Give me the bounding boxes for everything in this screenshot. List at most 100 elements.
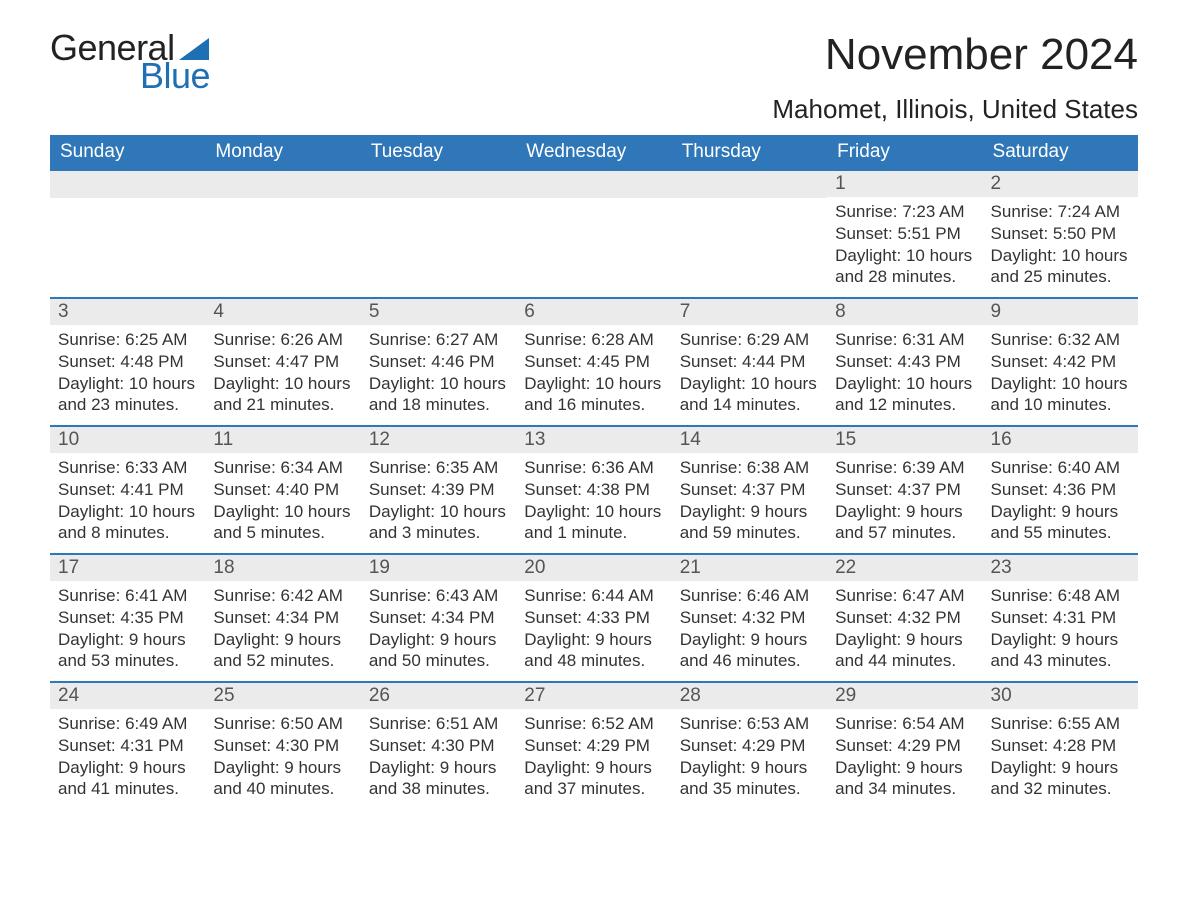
sunrise-line: Sunrise: 6:49 AM [58,713,197,735]
sunrise-line: Sunrise: 6:25 AM [58,329,197,351]
day-cell: 29Sunrise: 6:54 AMSunset: 4:29 PMDayligh… [827,683,982,809]
sunrise-line: Sunrise: 7:24 AM [991,201,1130,223]
sunrise-line: Sunrise: 6:27 AM [369,329,508,351]
sunset-line: Sunset: 4:39 PM [369,479,508,501]
day-body: Sunrise: 7:23 AMSunset: 5:51 PMDaylight:… [827,197,982,296]
sunset-line: Sunset: 4:32 PM [680,607,819,629]
sunrise-line: Sunrise: 6:42 AM [213,585,352,607]
sunrise-line: Sunrise: 6:51 AM [369,713,508,735]
day-cell: 25Sunrise: 6:50 AMSunset: 4:30 PMDayligh… [205,683,360,809]
day-body: Sunrise: 6:48 AMSunset: 4:31 PMDaylight:… [983,581,1138,680]
day-cell [50,171,205,297]
sunset-line: Sunset: 4:45 PM [524,351,663,373]
sunset-line: Sunset: 4:37 PM [835,479,974,501]
week-row: 24Sunrise: 6:49 AMSunset: 4:31 PMDayligh… [50,681,1138,809]
brand-logo: General Blue [50,30,210,94]
daylight-line: Daylight: 9 hours and 55 minutes. [991,501,1130,545]
day-body: Sunrise: 6:29 AMSunset: 4:44 PMDaylight:… [672,325,827,424]
day-cell: 6Sunrise: 6:28 AMSunset: 4:45 PMDaylight… [516,299,671,425]
sunset-line: Sunset: 4:28 PM [991,735,1130,757]
daylight-line: Daylight: 9 hours and 53 minutes. [58,629,197,673]
sunset-line: Sunset: 4:34 PM [213,607,352,629]
day-body: Sunrise: 6:26 AMSunset: 4:47 PMDaylight:… [205,325,360,424]
day-body: Sunrise: 6:43 AMSunset: 4:34 PMDaylight:… [361,581,516,680]
daylight-line: Daylight: 10 hours and 10 minutes. [991,373,1130,417]
day-number: 15 [827,427,982,453]
daylight-line: Daylight: 10 hours and 5 minutes. [213,501,352,545]
sunset-line: Sunset: 4:44 PM [680,351,819,373]
day-number: 26 [361,683,516,709]
sunset-line: Sunset: 4:30 PM [369,735,508,757]
sunset-line: Sunset: 4:32 PM [835,607,974,629]
sunrise-line: Sunrise: 6:40 AM [991,457,1130,479]
sunrise-line: Sunrise: 6:26 AM [213,329,352,351]
daylight-line: Daylight: 9 hours and 40 minutes. [213,757,352,801]
day-body: Sunrise: 6:51 AMSunset: 4:30 PMDaylight:… [361,709,516,808]
day-body: Sunrise: 6:25 AMSunset: 4:48 PMDaylight:… [50,325,205,424]
daylight-line: Daylight: 10 hours and 25 minutes. [991,245,1130,289]
daylight-line: Daylight: 9 hours and 34 minutes. [835,757,974,801]
location-subtitle: Mahomet, Illinois, United States [772,94,1138,125]
day-number: 29 [827,683,982,709]
title-block: November 2024 Mahomet, Illinois, United … [772,30,1138,125]
day-number: 21 [672,555,827,581]
sunrise-line: Sunrise: 6:50 AM [213,713,352,735]
day-cell: 11Sunrise: 6:34 AMSunset: 4:40 PMDayligh… [205,427,360,553]
month-title: November 2024 [772,30,1138,80]
day-number: 28 [672,683,827,709]
sunrise-line: Sunrise: 7:23 AM [835,201,974,223]
day-cell: 1Sunrise: 7:23 AMSunset: 5:51 PMDaylight… [827,171,982,297]
day-number [50,171,205,198]
calendar: SundayMondayTuesdayWednesdayThursdayFrid… [50,135,1138,809]
sunset-line: Sunset: 5:51 PM [835,223,974,245]
sunrise-line: Sunrise: 6:55 AM [991,713,1130,735]
sunrise-line: Sunrise: 6:52 AM [524,713,663,735]
sunset-line: Sunset: 4:29 PM [524,735,663,757]
sunset-line: Sunset: 4:37 PM [680,479,819,501]
weekday-header: Tuesday [361,135,516,169]
day-number [672,171,827,198]
weekday-header: Sunday [50,135,205,169]
day-number: 5 [361,299,516,325]
day-number: 8 [827,299,982,325]
day-body: Sunrise: 6:32 AMSunset: 4:42 PMDaylight:… [983,325,1138,424]
week-row: 10Sunrise: 6:33 AMSunset: 4:41 PMDayligh… [50,425,1138,553]
day-number [516,171,671,198]
daylight-line: Daylight: 10 hours and 21 minutes. [213,373,352,417]
sunrise-line: Sunrise: 6:47 AM [835,585,974,607]
weekday-header: Monday [205,135,360,169]
sunset-line: Sunset: 4:31 PM [991,607,1130,629]
daylight-line: Daylight: 10 hours and 12 minutes. [835,373,974,417]
sunset-line: Sunset: 5:50 PM [991,223,1130,245]
sunrise-line: Sunrise: 6:32 AM [991,329,1130,351]
day-cell: 22Sunrise: 6:47 AMSunset: 4:32 PMDayligh… [827,555,982,681]
day-cell: 27Sunrise: 6:52 AMSunset: 4:29 PMDayligh… [516,683,671,809]
daylight-line: Daylight: 9 hours and 57 minutes. [835,501,974,545]
day-number: 24 [50,683,205,709]
day-number: 20 [516,555,671,581]
day-number [205,171,360,198]
daylight-line: Daylight: 10 hours and 18 minutes. [369,373,508,417]
sunset-line: Sunset: 4:46 PM [369,351,508,373]
day-body: Sunrise: 7:24 AMSunset: 5:50 PMDaylight:… [983,197,1138,296]
day-body: Sunrise: 6:41 AMSunset: 4:35 PMDaylight:… [50,581,205,680]
day-cell: 23Sunrise: 6:48 AMSunset: 4:31 PMDayligh… [983,555,1138,681]
day-body: Sunrise: 6:28 AMSunset: 4:45 PMDaylight:… [516,325,671,424]
day-cell: 17Sunrise: 6:41 AMSunset: 4:35 PMDayligh… [50,555,205,681]
sunrise-line: Sunrise: 6:53 AM [680,713,819,735]
day-body: Sunrise: 6:39 AMSunset: 4:37 PMDaylight:… [827,453,982,552]
day-number: 22 [827,555,982,581]
daylight-line: Daylight: 9 hours and 32 minutes. [991,757,1130,801]
day-cell: 15Sunrise: 6:39 AMSunset: 4:37 PMDayligh… [827,427,982,553]
weekday-header: Thursday [672,135,827,169]
day-body: Sunrise: 6:38 AMSunset: 4:37 PMDaylight:… [672,453,827,552]
day-body: Sunrise: 6:42 AMSunset: 4:34 PMDaylight:… [205,581,360,680]
sunset-line: Sunset: 4:35 PM [58,607,197,629]
day-number: 25 [205,683,360,709]
week-row: 17Sunrise: 6:41 AMSunset: 4:35 PMDayligh… [50,553,1138,681]
day-body: Sunrise: 6:27 AMSunset: 4:46 PMDaylight:… [361,325,516,424]
day-cell: 18Sunrise: 6:42 AMSunset: 4:34 PMDayligh… [205,555,360,681]
sunset-line: Sunset: 4:36 PM [991,479,1130,501]
sunrise-line: Sunrise: 6:46 AM [680,585,819,607]
day-body: Sunrise: 6:46 AMSunset: 4:32 PMDaylight:… [672,581,827,680]
